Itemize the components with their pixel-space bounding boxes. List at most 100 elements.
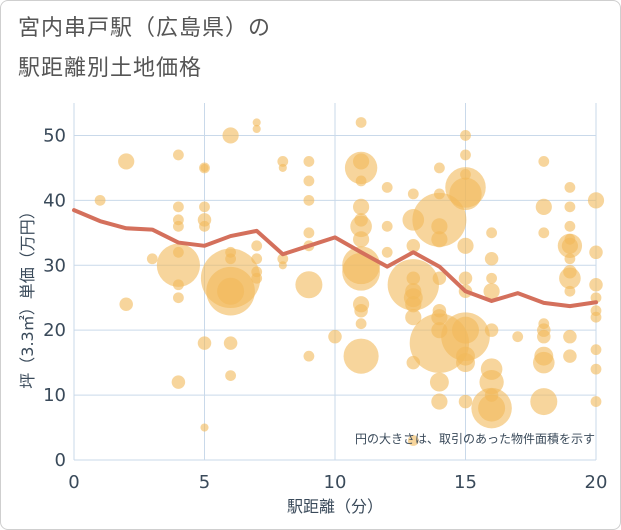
trend-line [72, 208, 598, 309]
data-bubble [94, 194, 106, 206]
data-bubble [486, 227, 497, 239]
data-bubble [535, 198, 552, 215]
data-bubble [355, 318, 367, 330]
data-bubble [483, 283, 500, 300]
data-bubble [354, 303, 368, 318]
data-bubble [381, 246, 393, 258]
data-bubble [406, 239, 421, 253]
x-tick-label: 0 [68, 472, 79, 493]
data-bubble [538, 156, 550, 167]
data-bubble [353, 231, 370, 248]
data-bubble [460, 149, 471, 161]
data-bubble [479, 369, 504, 395]
data-bubble [431, 393, 448, 410]
data-bubble [587, 192, 605, 209]
x-tick-label: 10 [324, 472, 347, 493]
y-tick-label: 20 [43, 320, 66, 341]
data-bubble [171, 375, 186, 389]
data-bubble [563, 329, 577, 344]
data-bubble [252, 118, 261, 127]
data-bubble [405, 309, 422, 326]
data-bubble [342, 252, 380, 291]
data-bubble [441, 312, 490, 361]
data-bubble [350, 215, 372, 238]
data-bubble [278, 261, 287, 270]
data-bubble [564, 220, 576, 232]
data-bubble [563, 349, 577, 363]
data-bubble [200, 163, 209, 172]
data-bubble [381, 181, 393, 193]
data-bubble [434, 162, 445, 174]
trend-line-group [72, 208, 598, 309]
data-bubble [146, 253, 158, 265]
data-bubble [200, 423, 209, 432]
data-bubble [486, 272, 497, 284]
bubbles [94, 117, 605, 446]
data-bubble [343, 338, 379, 374]
data-bubble [405, 296, 422, 313]
data-bubble [458, 271, 473, 286]
data-bubble [564, 285, 576, 297]
data-bubble [537, 329, 551, 344]
x-tick-label: 5 [199, 472, 210, 493]
data-bubble [303, 175, 315, 187]
data-bubble [589, 277, 603, 292]
data-bubble [538, 227, 550, 239]
data-bubble [223, 336, 238, 350]
data-bubble [217, 277, 245, 305]
data-bubble [431, 231, 448, 248]
y-tick-label: 40 [43, 190, 66, 211]
data-bubble [277, 253, 289, 265]
y-tick-label: 0 [55, 450, 66, 471]
data-bubble [344, 151, 378, 185]
bubble-size-note: 円の大きさは、取引のあった物件面積を示す [355, 431, 595, 446]
x-tick-label: 20 [585, 472, 608, 493]
data-bubble [590, 363, 602, 375]
data-bubble [381, 220, 393, 232]
y-tick-label: 10 [43, 385, 66, 406]
data-bubble [431, 218, 448, 235]
data-bubble [512, 331, 524, 343]
data-bubble [432, 271, 447, 286]
y-axis-label: 坪（3.3㎡）単価（万円） [18, 203, 37, 388]
data-bubble [590, 396, 602, 407]
data-bubble [458, 394, 473, 409]
data-bubble [173, 220, 184, 232]
data-bubble [251, 272, 263, 284]
data-bubble [303, 350, 315, 362]
data-bubble [303, 156, 315, 167]
data-bubble [590, 292, 602, 304]
data-bubble [295, 271, 323, 299]
data-bubble [119, 297, 133, 311]
x-axis-label: 駅距離（分） [287, 497, 383, 516]
data-bubble [355, 175, 367, 187]
data-bubble [590, 311, 602, 323]
data-bubble [484, 252, 499, 266]
data-bubble [278, 163, 287, 172]
data-bubble [484, 323, 499, 337]
data-bubble [173, 279, 184, 291]
data-bubble [197, 336, 212, 350]
data-bubble [449, 177, 482, 211]
data-bubble [530, 388, 558, 416]
data-bubble [173, 149, 184, 161]
data-bubble [429, 372, 449, 392]
data-bubble [559, 267, 581, 290]
data-bubble [589, 245, 603, 260]
data-bubble [118, 153, 135, 170]
data-bubble [457, 237, 474, 254]
data-bubble [355, 117, 367, 128]
grid [73, 103, 597, 461]
data-bubble [590, 344, 602, 356]
data-bubble [407, 188, 419, 200]
data-bubble [533, 351, 555, 374]
data-bubble [478, 394, 506, 422]
y-tick-label: 30 [43, 255, 66, 276]
data-bubble [303, 194, 315, 206]
data-bubble [252, 124, 261, 134]
data-bubble [407, 435, 419, 446]
data-bubble [564, 253, 576, 265]
data-bubble [564, 201, 576, 213]
data-bubble [564, 181, 576, 193]
